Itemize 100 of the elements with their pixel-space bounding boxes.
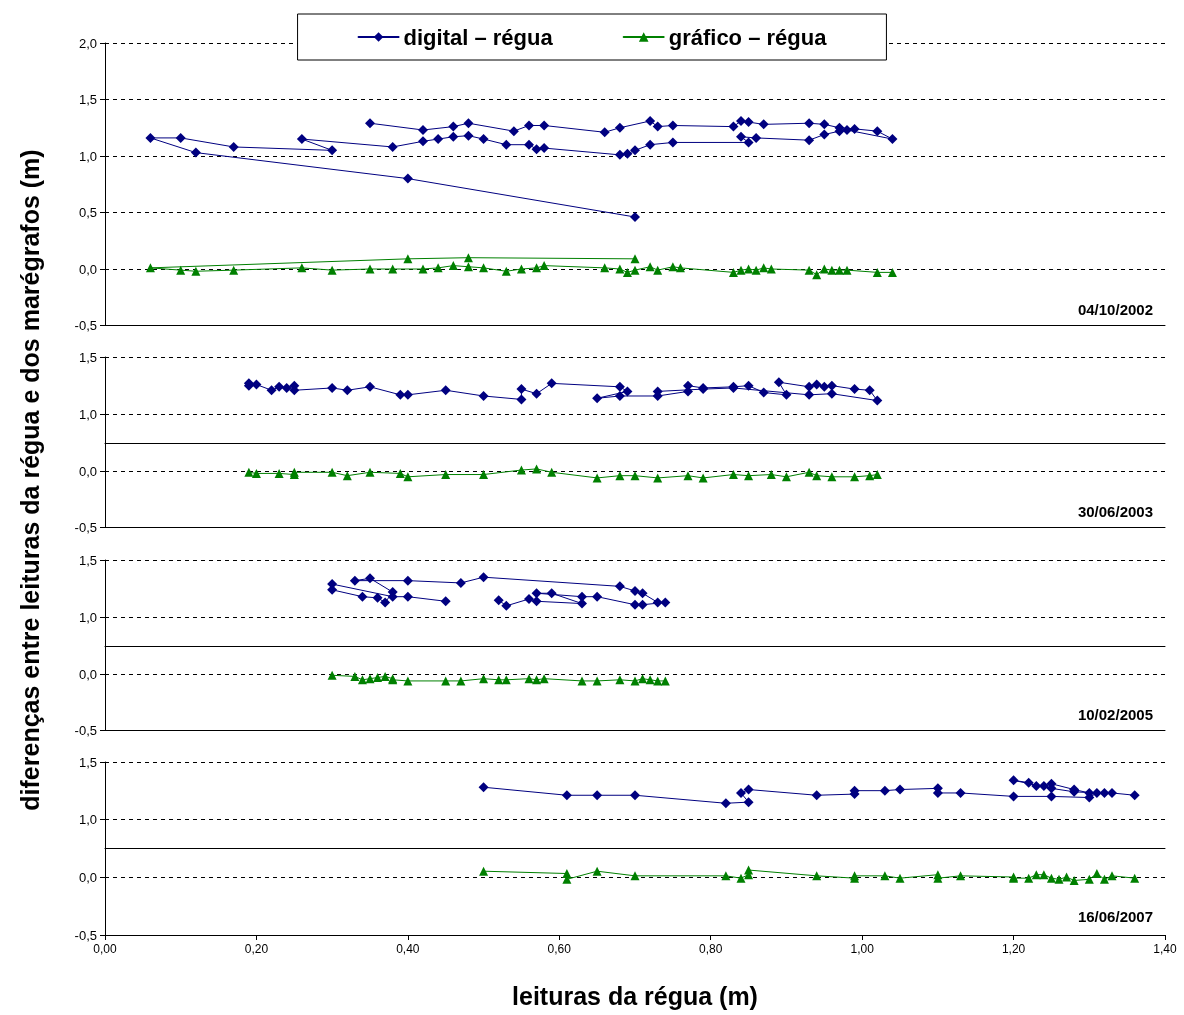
point (660, 597, 671, 608)
point (463, 262, 473, 272)
point (834, 265, 844, 275)
point (478, 782, 489, 793)
annotation: 10/02/2005 (1077, 706, 1153, 723)
point (592, 790, 603, 801)
point (433, 134, 444, 145)
point (736, 787, 746, 798)
point (296, 134, 307, 145)
point (630, 471, 640, 481)
point (758, 387, 769, 398)
point (387, 141, 398, 152)
y-tick-label: 1,5 (78, 754, 97, 770)
point (804, 135, 815, 146)
point (849, 123, 860, 134)
point (630, 585, 640, 596)
point (622, 386, 633, 397)
annotation: 30/06/2003 (1077, 503, 1153, 520)
point (850, 472, 860, 482)
point (652, 597, 663, 608)
point (956, 871, 966, 881)
point (448, 131, 459, 142)
point (228, 141, 239, 152)
point (365, 381, 375, 392)
point (819, 129, 830, 140)
point (614, 581, 625, 592)
point (736, 265, 746, 275)
point (683, 471, 693, 481)
point (864, 385, 875, 396)
point (524, 593, 534, 604)
point (418, 264, 428, 274)
point (244, 467, 254, 477)
point (872, 267, 882, 277)
point (508, 126, 519, 137)
point (804, 118, 815, 129)
y-tick-label: -0,5 (74, 318, 97, 333)
point (842, 125, 852, 136)
point (516, 264, 526, 274)
point (175, 132, 186, 143)
point (615, 471, 625, 481)
point (1092, 869, 1102, 879)
point (766, 470, 776, 480)
x-tick-label: 0,60 (547, 942, 572, 956)
point (455, 577, 466, 588)
y-tick-label: 1,0 (78, 811, 97, 827)
x-tick-label: 0,40 (396, 942, 420, 956)
x-tick-label: 0,00 (93, 942, 117, 956)
point (463, 130, 474, 141)
point (539, 143, 550, 154)
point (327, 467, 337, 477)
point (418, 125, 428, 136)
point (804, 265, 814, 275)
point (743, 117, 754, 128)
point (614, 381, 625, 392)
point (743, 797, 754, 808)
point (872, 395, 883, 406)
point (1023, 777, 1034, 788)
point (1099, 874, 1109, 884)
point (479, 263, 489, 273)
point (872, 126, 883, 137)
y-tick-label: -0,5 (74, 723, 97, 738)
point (1107, 787, 1117, 798)
point (1099, 787, 1110, 798)
point (365, 118, 375, 129)
point (402, 575, 413, 586)
point (1008, 791, 1019, 802)
point (531, 144, 542, 155)
point (592, 591, 603, 602)
y-axis-title: diferenças entre leituras da régua e dos marégrafos (m) (15, 149, 45, 811)
point (274, 381, 285, 392)
point (531, 588, 542, 599)
point (1008, 775, 1019, 786)
point (478, 390, 489, 401)
point (516, 465, 526, 475)
point (751, 132, 762, 143)
point (479, 470, 489, 480)
point (842, 265, 852, 275)
point (615, 264, 625, 274)
annotation: 16/06/2007 (1077, 908, 1153, 925)
x-tick-label: 1,00 (850, 942, 875, 956)
point (872, 470, 882, 480)
y-tick-label: 1,5 (78, 92, 97, 107)
point (728, 121, 739, 132)
point (1107, 871, 1117, 881)
point (479, 866, 489, 876)
point (1069, 875, 1079, 885)
point (736, 873, 746, 883)
point (365, 467, 375, 477)
point (463, 118, 474, 129)
point (622, 148, 633, 159)
point (804, 389, 815, 400)
point (402, 591, 413, 602)
point (736, 131, 746, 142)
point (653, 265, 663, 275)
point (728, 267, 738, 277)
point (1130, 873, 1140, 883)
point (630, 790, 640, 801)
point (744, 264, 754, 274)
y-tick-label: 1,0 (78, 609, 97, 625)
point (728, 470, 738, 480)
